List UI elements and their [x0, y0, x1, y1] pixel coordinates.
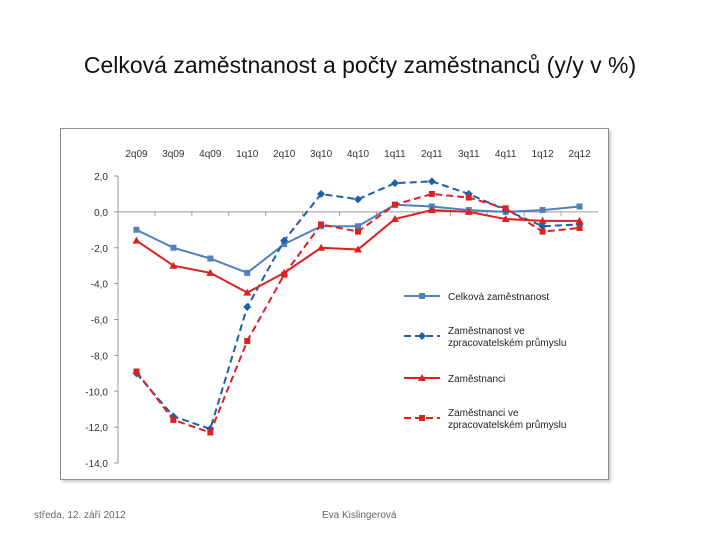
data-point: [538, 222, 547, 231]
y-tick-label: -8,0: [91, 351, 109, 362]
footer-author: Eva Kislingerová: [322, 510, 397, 521]
data-point: [418, 374, 426, 381]
data-point: [169, 261, 178, 269]
y-tick-label: -12,0: [85, 423, 108, 434]
data-point: [133, 226, 140, 233]
x-tick-label: 4q10: [347, 149, 370, 160]
x-tick-label: 2q12: [568, 149, 591, 160]
legend-label: Celková zaměstnanost: [448, 292, 549, 303]
line-chart: 2,0 0,0 -2,0 -4,0 -6,0 -8,0 -10,0 -12,0 -14,0 2q0…: [85, 149, 598, 470]
data-point: [133, 368, 140, 375]
y-tick-label: 0,0: [94, 208, 108, 219]
data-point: [464, 207, 473, 215]
data-point: [355, 228, 361, 235]
series-3: [132, 206, 584, 296]
data-point: [391, 201, 398, 208]
legend-entry-1: Celková zaměstnanost: [404, 292, 549, 303]
data-point: [428, 190, 435, 197]
data-point: [207, 255, 214, 262]
data-point: [354, 195, 362, 204]
data-point: [390, 179, 399, 188]
data-point: [281, 271, 288, 278]
data-point: [539, 207, 546, 214]
data-point: [317, 189, 326, 198]
x-tick-label: 4q09: [199, 149, 222, 160]
legend-entry-4: Zaměstnanci ve zpracovatelském průmyslu: [404, 408, 566, 431]
data-point: [390, 215, 399, 223]
legend-label: Zaměstnanost ve zpracovatelském průmyslu: [448, 326, 566, 349]
data-point: [419, 293, 425, 299]
x-tick-label: 2q09: [125, 149, 148, 160]
series-2: [132, 177, 584, 433]
data-point: [170, 244, 177, 251]
data-point: [418, 332, 426, 340]
chart-legend: Celková zaměstnanost Zaměstnanost ve zprac…: [404, 292, 566, 431]
data-point: [419, 415, 425, 421]
data-point: [244, 269, 251, 276]
x-tick-label: 2q10: [273, 149, 296, 160]
y-tick-label: -10,0: [85, 387, 108, 398]
legend-label: Zaměstnanci ve zpracovatelském průmyslu: [448, 408, 566, 431]
series-line: [136, 203, 580, 274]
y-tick-label: -4,0: [91, 280, 109, 291]
data-point: [465, 194, 472, 201]
series-4: [133, 190, 583, 436]
legend-label: Zaměstnanci: [448, 374, 505, 385]
series-1: [133, 201, 583, 276]
data-point: [317, 243, 326, 251]
data-point: [538, 216, 547, 224]
data-point: [576, 203, 583, 210]
x-tick-label: 1q12: [531, 149, 554, 160]
y-tick-label: 2,0: [94, 172, 108, 183]
data-point: [427, 206, 436, 214]
y-tick-label: -6,0: [91, 316, 109, 327]
data-point: [539, 228, 546, 235]
data-point: [244, 338, 251, 345]
footer-date: středa, 12. září 2012: [34, 510, 126, 521]
data-point: [170, 416, 177, 423]
slide-title: Celková zaměstnanost a počty zaměstnanců…: [83, 52, 637, 78]
y-tick-label: -2,0: [91, 244, 109, 255]
x-tick-label: 3q09: [162, 149, 185, 160]
data-point: [502, 205, 509, 212]
x-tick-label: 1q10: [236, 149, 259, 160]
data-point: [427, 177, 436, 186]
data-point: [243, 302, 252, 311]
data-point: [243, 288, 252, 296]
y-tick-label: -14,0: [85, 459, 108, 470]
legend-entry-3: Zaměstnanci: [404, 374, 505, 385]
data-point: [501, 215, 510, 223]
x-tick-label: 3q11: [458, 149, 480, 160]
data-point: [206, 268, 215, 276]
data-point: [132, 236, 141, 244]
data-point: [576, 225, 583, 232]
data-point: [318, 221, 325, 228]
x-tick-label: 1q11: [384, 149, 406, 160]
chart-frame: 2,0 0,0 -2,0 -4,0 -6,0 -8,0 -10,0 -12,0 -14,0 2q0…: [60, 128, 609, 480]
data-point: [280, 236, 289, 245]
data-point: [355, 223, 361, 230]
data-point: [354, 245, 362, 253]
data-point: [207, 429, 214, 436]
x-tick-label: 4q11: [495, 149, 517, 160]
x-tick-label: 3q10: [310, 149, 333, 160]
data-point: [575, 216, 584, 224]
x-tick-label: 2q11: [421, 149, 443, 160]
legend-entry-2: Zaměstnanost ve zpracovatelském průmyslu: [404, 326, 566, 349]
series-layer: [132, 177, 584, 436]
